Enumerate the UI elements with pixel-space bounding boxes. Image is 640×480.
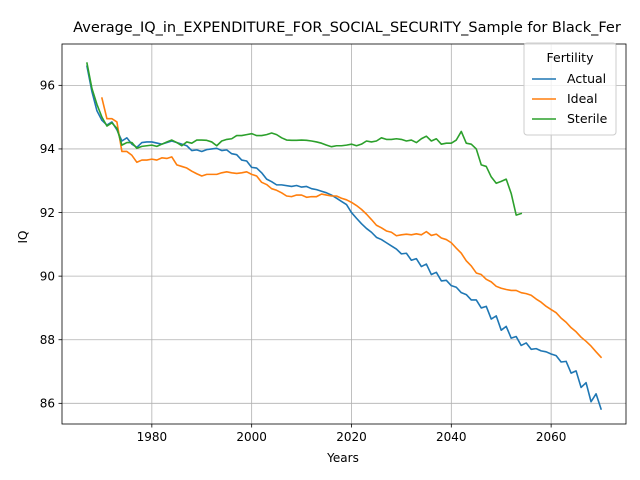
x-tick-label: 2060 bbox=[536, 430, 567, 444]
legend-label-actual: Actual bbox=[567, 71, 606, 86]
x-axis-title: Years bbox=[326, 451, 359, 465]
series-line-ideal bbox=[100, 97, 603, 359]
legend-title: Fertility bbox=[547, 50, 595, 65]
plot-frame bbox=[61, 43, 627, 425]
legend: Fertility Actual Ideal Sterile bbox=[523, 42, 617, 136]
series-lines bbox=[86, 62, 603, 411]
legend-label-ideal: Ideal bbox=[567, 91, 597, 106]
y-tick-label: 90 bbox=[40, 269, 55, 283]
legend-box bbox=[523, 42, 617, 136]
series-line-actual bbox=[86, 65, 603, 411]
x-tick-label: 1980 bbox=[137, 430, 168, 444]
y-tick-label: 96 bbox=[40, 79, 55, 93]
x-axis-ticks: 1980 2000 2020 2040 2060 bbox=[137, 424, 567, 444]
legend-label-sterile: Sterile bbox=[567, 111, 608, 126]
series-line-sterile bbox=[86, 62, 523, 216]
y-tick-label: 94 bbox=[40, 142, 55, 156]
y-axis-title: IQ bbox=[16, 231, 30, 244]
y-tick-label: 88 bbox=[40, 333, 55, 347]
y-axis-ticks: 86 88 90 92 94 96 bbox=[40, 79, 62, 411]
y-tick-label: 86 bbox=[40, 397, 55, 411]
y-tick-label: 92 bbox=[40, 206, 55, 220]
x-tick-label: 2000 bbox=[236, 430, 267, 444]
legend-entries: Actual Ideal Sterile bbox=[532, 71, 608, 126]
chart-title: Average_IQ_in_EXPENDITURE_FOR_SOCIAL_SEC… bbox=[73, 20, 621, 36]
grid bbox=[62, 44, 626, 424]
x-tick-label: 2020 bbox=[336, 430, 367, 444]
x-tick-label: 2040 bbox=[436, 430, 467, 444]
